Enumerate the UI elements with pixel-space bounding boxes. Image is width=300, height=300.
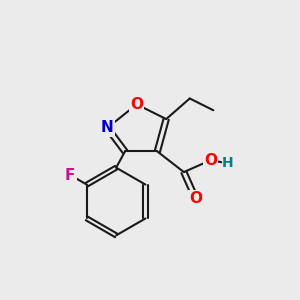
- Text: O: O: [130, 97, 143, 112]
- Text: N: N: [101, 120, 114, 135]
- Text: H: H: [222, 156, 234, 170]
- Text: F: F: [65, 167, 75, 182]
- Text: O: O: [189, 191, 202, 206]
- Text: O: O: [204, 153, 217, 168]
